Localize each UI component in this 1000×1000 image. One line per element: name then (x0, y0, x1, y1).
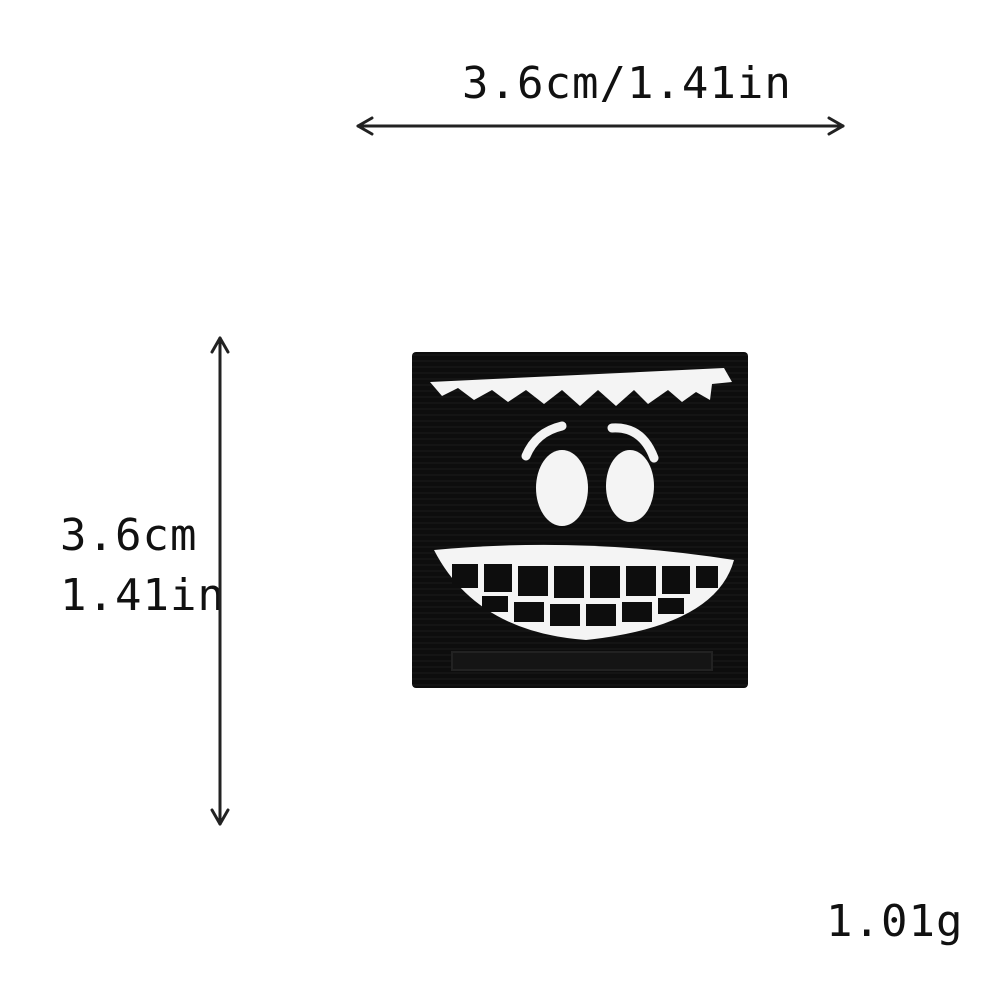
eye-icons (536, 450, 654, 526)
height-arrow-icon (210, 336, 230, 826)
height-in-label: 1.41in (60, 570, 225, 621)
hair-zigzag-icon (430, 368, 732, 406)
width-arrow-icon (356, 116, 845, 136)
embroidered-patch (412, 352, 748, 688)
grin-mouth-icon (434, 544, 734, 640)
eyebrow-icons (521, 421, 659, 463)
width-label: 3.6cm/1.41in (462, 58, 792, 109)
weight-label: 1.01g (826, 896, 964, 947)
patch-inner-border (451, 651, 713, 671)
height-cm-label: 3.6cm (60, 510, 198, 561)
